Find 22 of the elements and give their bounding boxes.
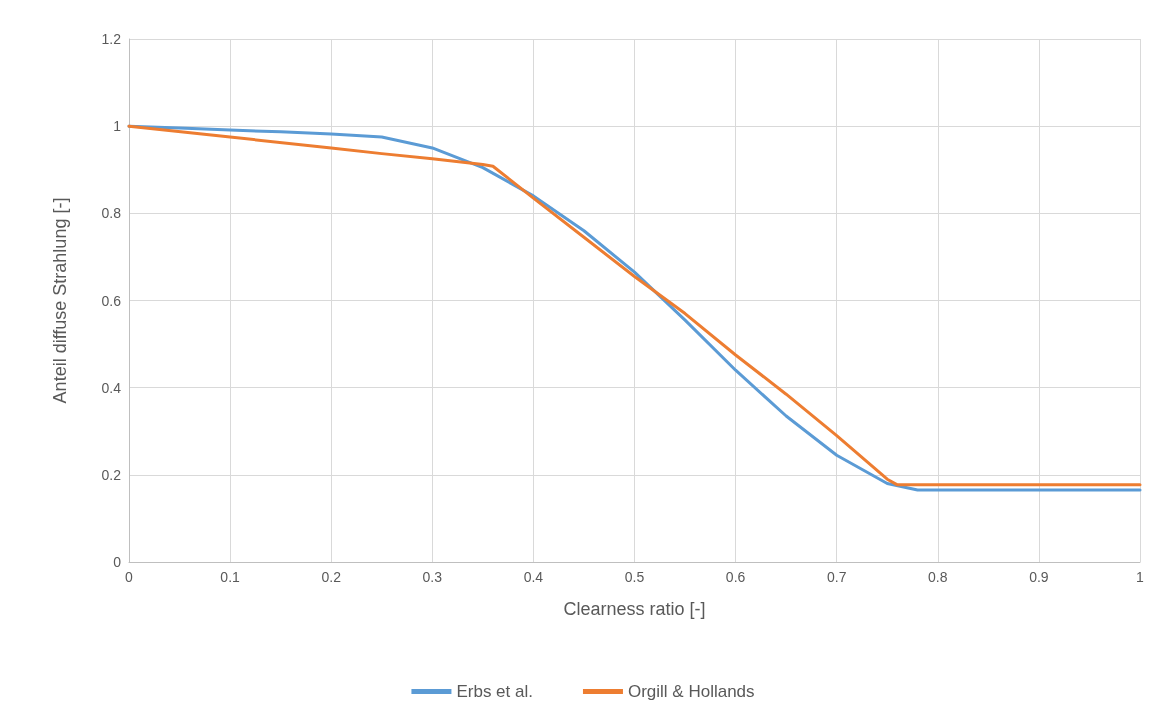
legend-label: Orgill & Hollands bbox=[627, 682, 755, 701]
x-tick-label: 1 bbox=[1136, 569, 1145, 585]
x-tick-label: 0 bbox=[125, 569, 134, 585]
x-tick-label: 0.7 bbox=[826, 569, 847, 585]
y-tick-label: 0.8 bbox=[101, 205, 122, 222]
x-tick-label: 0.9 bbox=[1029, 569, 1049, 585]
x-tick-label: 0.4 bbox=[523, 569, 544, 585]
legend-label: Erbs et al. bbox=[456, 682, 533, 701]
x-tick-label: 0.1 bbox=[220, 569, 241, 585]
y-tick-label: 1.2 bbox=[101, 31, 122, 47]
x-tick-label: 0.3 bbox=[422, 569, 443, 585]
x-axis-title: Clearness ratio [-] bbox=[563, 599, 706, 619]
y-tick-label: 0.6 bbox=[101, 292, 122, 309]
x-tick-label: 0.5 bbox=[624, 569, 645, 585]
y-tick-label: 0.4 bbox=[101, 379, 122, 396]
y-tick-label: 0.2 bbox=[101, 466, 122, 483]
y-tick-label: 1 bbox=[113, 118, 122, 135]
y-tick-label: 0 bbox=[113, 554, 122, 570]
x-tick-label: 0.6 bbox=[725, 569, 746, 585]
x-tick-label: 0.8 bbox=[928, 569, 948, 585]
x-tick-label: 0.2 bbox=[321, 569, 342, 585]
y-axis-title: Anteil diffuse Strahlung [-] bbox=[50, 197, 70, 404]
